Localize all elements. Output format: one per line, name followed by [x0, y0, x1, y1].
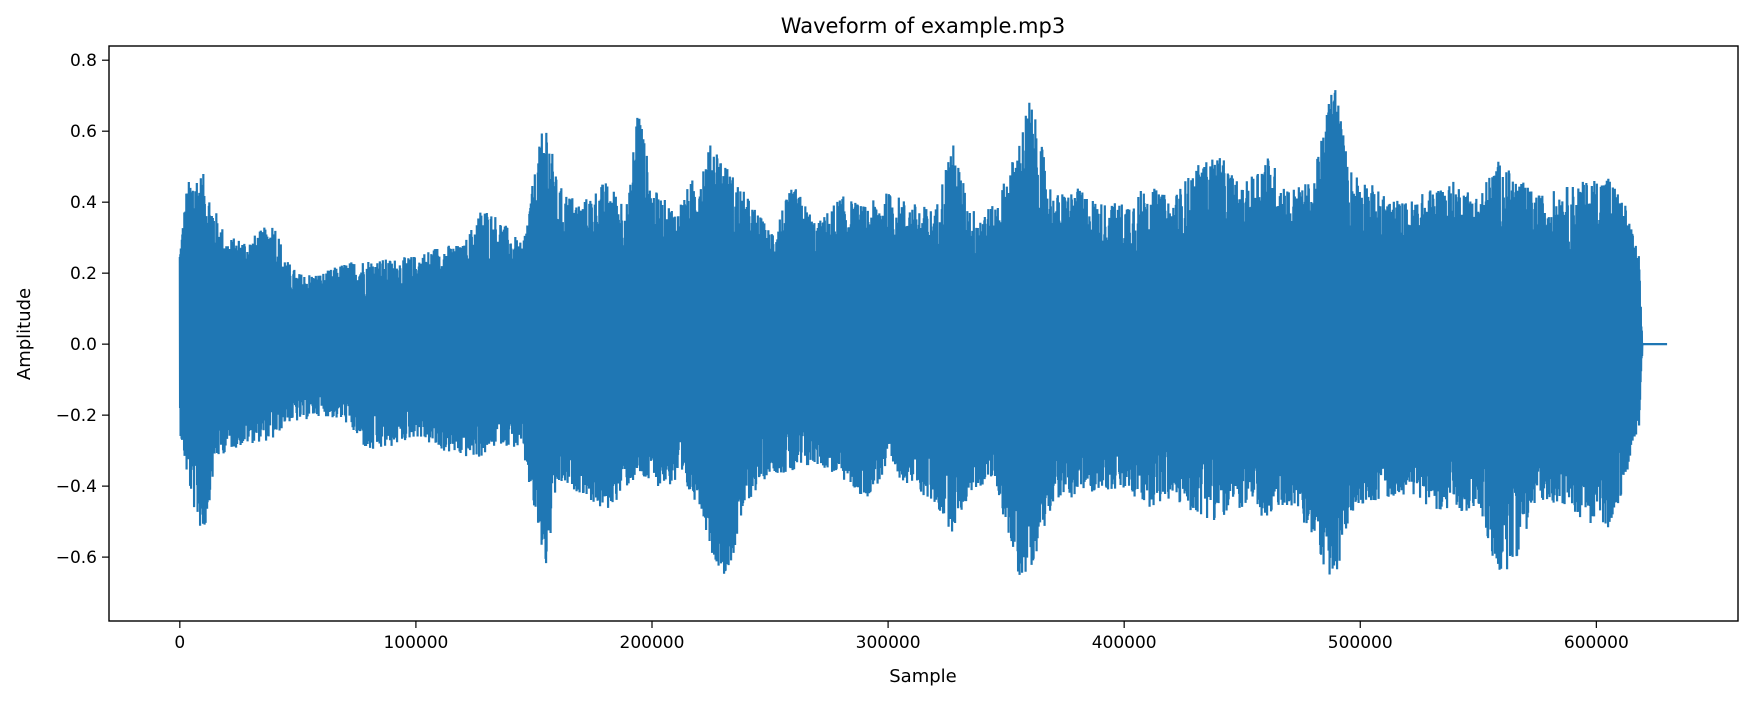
x-axis: 0 100000 200000 300000 400000 500000 600000 — [174, 621, 1629, 653]
y-tick-label: 0.4 — [70, 193, 97, 213]
y-tick-label: −0.6 — [56, 548, 97, 568]
plot-frame — [108, 45, 1739, 622]
y-tick-label: −0.4 — [56, 477, 97, 497]
x-tick-label: 300000 — [856, 633, 921, 653]
y-tick-label: 0.8 — [70, 51, 97, 71]
x-tick-label: 200000 — [620, 633, 685, 653]
y-tick-label: 0.2 — [70, 264, 97, 284]
x-tick-label: 400000 — [1092, 633, 1157, 653]
y-axis: −0.6 −0.4 −0.2 0.0 0.2 0.4 0.6 0.8 — [56, 51, 109, 568]
x-axis-title: Sample — [889, 666, 957, 687]
y-tick-label: 0.6 — [70, 122, 97, 142]
y-tick-label: −0.2 — [56, 406, 97, 426]
x-tick-label: 500000 — [1328, 633, 1393, 653]
x-tick-label: 0 — [174, 633, 185, 653]
x-tick-label: 600000 — [1564, 633, 1629, 653]
y-tick-label: 0.0 — [70, 335, 97, 355]
x-tick-label: 100000 — [383, 633, 448, 653]
plot-area — [178, 90, 1668, 575]
chart-title: Waveform of example.mp3 — [781, 14, 1065, 38]
waveform-series — [178, 90, 1668, 575]
y-axis-title: Amplitude — [14, 288, 35, 380]
